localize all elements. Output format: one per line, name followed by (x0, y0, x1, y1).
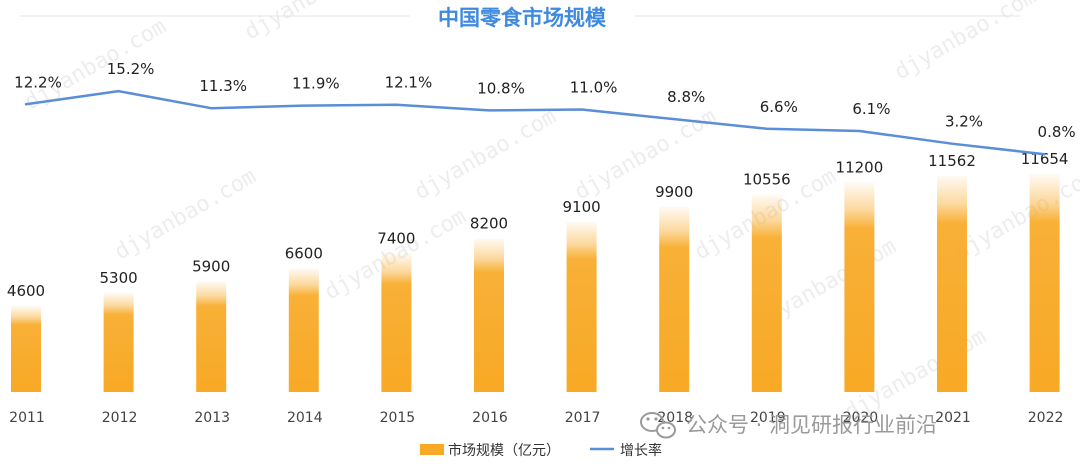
growth-label-2021: 3.2% (945, 113, 983, 131)
legend-swatch-bar (420, 444, 444, 455)
bar-label-2015: 7400 (377, 230, 415, 248)
bar-2022 (1029, 174, 1060, 392)
bar-2015 (381, 253, 412, 392)
x-tick-2013: 2013 (194, 410, 230, 426)
growth-label-2020: 6.1% (852, 100, 890, 118)
x-tick-2014: 2014 (287, 410, 323, 426)
growth-label-2011: 12.2% (14, 73, 62, 91)
bar-2020 (844, 182, 875, 392)
bar-2021 (937, 175, 967, 392)
bar-label-2022: 11654 (1021, 150, 1069, 168)
x-tick-2019: 2019 (750, 410, 786, 426)
bar-2011 (11, 305, 41, 392)
watermark-text: djyanbao.com (891, 0, 1041, 85)
chart-title: 中国零食市场规模 (438, 6, 607, 30)
x-tick-2015: 2015 (380, 410, 416, 426)
bar-2019 (751, 194, 782, 392)
growth-label-2019: 6.6% (760, 98, 798, 116)
legend-label-bar: 市场规模（亿元） (448, 442, 560, 459)
growth-label-2018: 8.8% (667, 88, 705, 106)
x-axis-ticks: 2011 2012 2013 2014 2015 2016 2017 2018 2019 2020… (9, 410, 1063, 426)
growth-label-2013: 11.3% (199, 77, 247, 95)
bar-2017 (566, 221, 597, 392)
legend-label-line: 增长率 (620, 442, 662, 459)
bar-2018 (659, 206, 690, 392)
bar-label-2016: 8200 (470, 215, 508, 233)
bar-label-2021: 11562 (928, 152, 976, 170)
growth-line (24, 89, 1046, 156)
x-tick-2021: 2021 (935, 410, 971, 426)
growth-label-2016: 10.8% (477, 79, 525, 97)
wechat-icon (640, 412, 676, 439)
bar-label-2019: 10556 (743, 171, 791, 189)
bar-label-2013: 5900 (192, 258, 230, 276)
watermark-text: djyanbao.com (241, 0, 391, 45)
watermark-layer: djyanbao.comdjyanbao.comdjyanbao.comdjya… (21, 0, 1080, 425)
x-tick-2017: 2017 (565, 410, 601, 426)
growth-label-2017: 11.0% (570, 79, 618, 97)
growth-line-series (24, 89, 1046, 156)
bar-series (11, 174, 1060, 392)
bar-label-2017: 9100 (563, 198, 601, 216)
bar-label-2011: 4600 (7, 282, 45, 300)
growth-label-2012: 15.2% (107, 60, 155, 78)
x-tick-2011: 2011 (9, 410, 45, 426)
bar-label-2020: 11200 (836, 159, 884, 177)
growth-value-labels: 12.2% 15.2% 11.3% 11.9% 12.1% 10.8% 11.0% 8.8% 6… (14, 60, 1075, 141)
growth-label-2015: 12.1% (385, 74, 433, 92)
legend: 市场规模（亿元） 增长率 (420, 442, 662, 459)
brand-overlay: 公众号 · 洞见研报行业前沿 (640, 412, 937, 439)
x-tick-2012: 2012 (102, 410, 138, 426)
growth-label-2022: 0.8% (1038, 123, 1076, 141)
bar-value-labels: 4600 5300 5900 6600 7400 8200 9100 9900 10556 112… (7, 150, 1069, 300)
bar-label-2012: 5300 (100, 269, 138, 287)
x-tick-2020: 2020 (843, 410, 879, 426)
watermark-text: djyanbao.com (411, 104, 561, 205)
x-tick-2016: 2016 (472, 410, 508, 426)
x-tick-2022: 2022 (1028, 410, 1064, 426)
growth-label-2014: 11.9% (292, 75, 340, 93)
watermark-text: djyanbao.com (571, 104, 721, 205)
bar-label-2014: 6600 (285, 245, 323, 263)
bar-label-2018: 9900 (655, 183, 693, 201)
brand-text: 公众号 · 洞见研报行业前沿 (686, 413, 937, 437)
watermark-text: djyanbao.com (951, 164, 1080, 265)
bar-2016 (474, 238, 504, 392)
bar-2014 (288, 268, 319, 392)
watermark-text: djyanbao.com (111, 164, 261, 265)
bar-2012 (103, 292, 134, 392)
bar-2013 (196, 281, 227, 392)
